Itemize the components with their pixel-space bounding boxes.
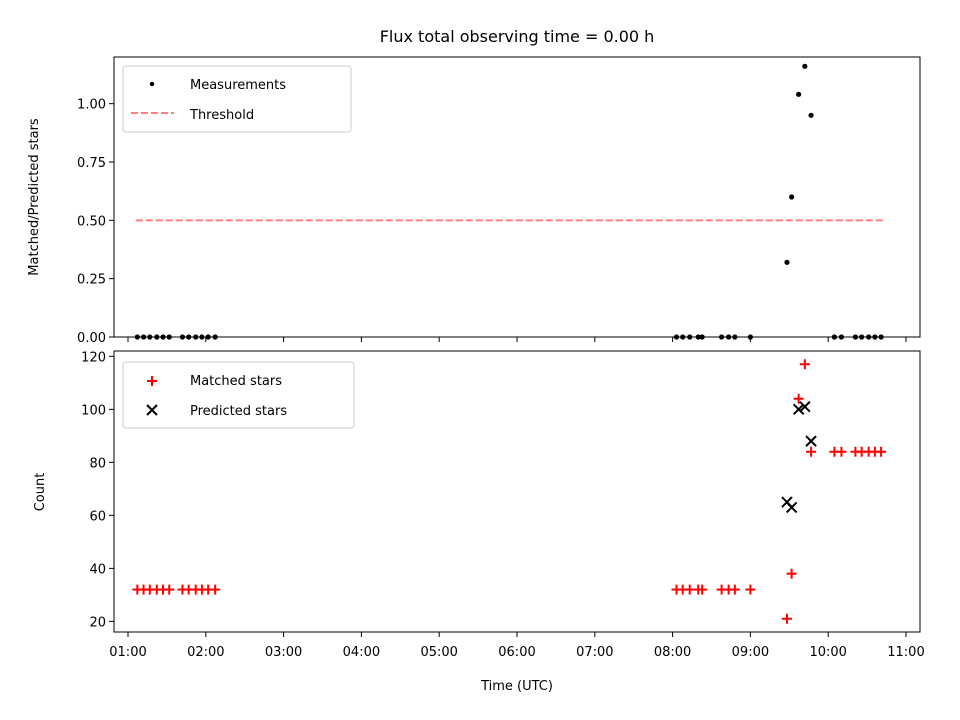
measurements-point [789, 194, 794, 199]
x-tick-label: 02:00 [187, 645, 224, 660]
bottom-panel: 20 40 60 80 100 120 01:00 02:00 03:00 04:00 05:00 0… [33, 350, 925, 694]
bottom-y-tick-label: 80 [89, 456, 106, 471]
bottom-legend: Matched stars Predicted stars [123, 362, 354, 428]
top-y-tick-label: 0.75 [77, 156, 106, 171]
chart-title: Flux total observing time = 0.00 h [380, 27, 655, 46]
matched-stars-point [685, 585, 695, 595]
x-tick-label: 06:00 [498, 645, 535, 660]
top-legend: Measurements Threshold [123, 66, 351, 132]
top-y-tick-label: 0.25 [77, 273, 106, 288]
top-y-tick-label: 0.00 [77, 331, 106, 346]
legend-measurements-marker [150, 82, 154, 86]
x-axis-label: Time (UTC) [480, 679, 553, 694]
top-y-tick-label: 0.50 [77, 214, 106, 229]
matched-stars-point [730, 585, 740, 595]
measurements-point [802, 64, 807, 69]
x-tick-label: 09:00 [732, 645, 769, 660]
predicted-stars-point [806, 436, 816, 446]
legend-measurements-label: Measurements [190, 78, 286, 93]
matched-stars-point [782, 614, 792, 624]
matched-stars-point [806, 447, 816, 457]
bottom-y-tick-label: 40 [89, 562, 106, 577]
x-tick-label: 03:00 [265, 645, 302, 660]
x-tick-label: 11:00 [887, 645, 924, 660]
matched-stars-point [787, 569, 797, 579]
bottom-y-tick-label: 20 [89, 615, 106, 630]
matched-stars-point [210, 585, 220, 595]
top-axes: 0.00 0.25 0.50 0.75 1.00 [77, 98, 906, 346]
top-panel: 0.00 0.25 0.50 0.75 1.00 Matched/Predicted s… [27, 57, 920, 346]
matched-stars-point [836, 447, 846, 457]
bottom-y-tick-label: 60 [89, 509, 106, 524]
measurements-point [796, 92, 801, 97]
legend-predicted-label: Predicted stars [190, 404, 287, 419]
predicted-stars-point [787, 502, 797, 512]
bottom-y-tick-label: 100 [81, 403, 106, 418]
x-tick-label: 08:00 [654, 645, 691, 660]
top-y-tick-label: 1.00 [77, 98, 106, 113]
figure: Flux total observing time = 0.00 h 0.000… [0, 0, 960, 720]
matched-stars-point [745, 585, 755, 595]
legend-matched-label: Matched stars [190, 374, 282, 389]
measurements-point [808, 113, 813, 118]
x-tick-label: 10:00 [809, 645, 846, 660]
matched-stars-point [800, 359, 810, 369]
bottom-y-tick-label: 120 [81, 350, 106, 365]
x-tick-label: 04:00 [343, 645, 380, 660]
matched-stars-point [794, 394, 804, 404]
measurements-point [784, 260, 789, 265]
x-tick-label: 07:00 [576, 645, 613, 660]
matched-stars-point [164, 585, 174, 595]
legend-threshold-label: Threshold [189, 108, 254, 123]
x-tick-label: 05:00 [420, 645, 457, 660]
x-tick-label: 01:00 [109, 645, 146, 660]
matched-stars-point [876, 447, 886, 457]
bottom-y-axis-label: Count [33, 473, 48, 512]
top-y-axis-label: Matched/Predicted stars [27, 118, 42, 276]
